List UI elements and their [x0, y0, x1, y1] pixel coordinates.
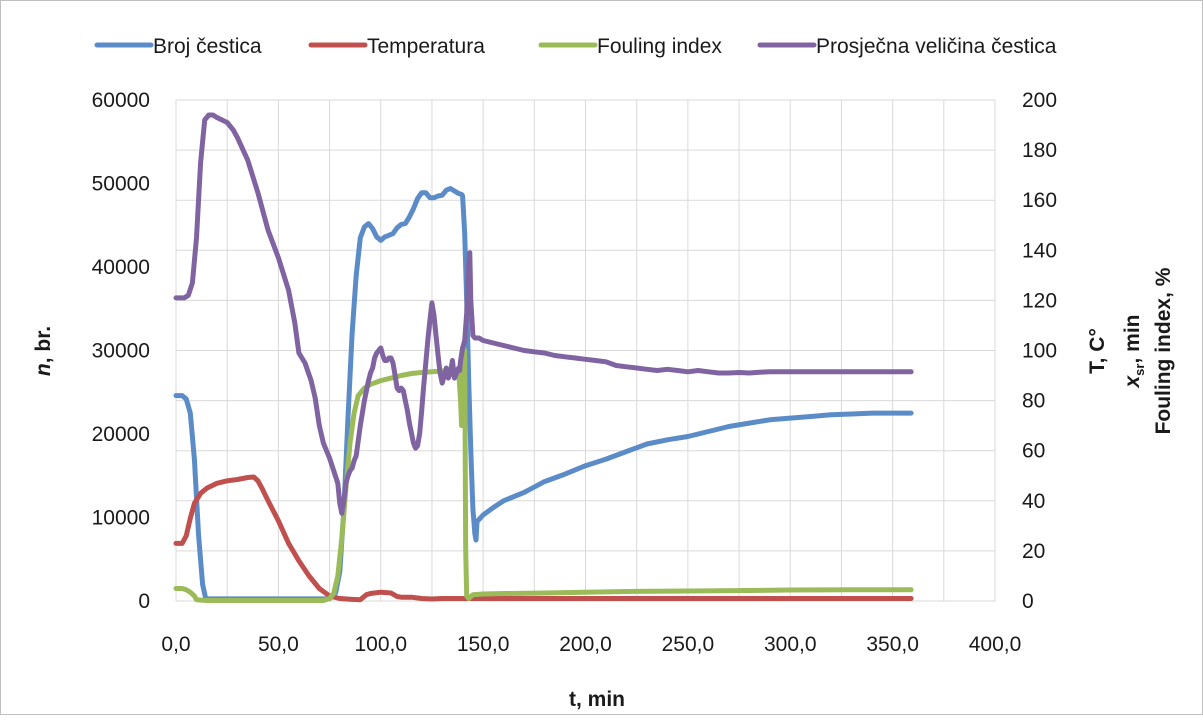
x-tick-label: 50,0 [258, 633, 299, 656]
y-right-title-subscript: sr [1132, 364, 1147, 376]
y-left-tick-label: 50000 [92, 173, 150, 196]
y-left-tick-label: 60000 [92, 89, 150, 112]
y-left-tick-label: 0 [138, 590, 150, 613]
y-right-title-line3: Fouling index, % [1152, 267, 1175, 434]
y-right-tick-label: 160 [1022, 189, 1057, 212]
legend-label-3: Fouling index [597, 35, 722, 58]
y-right-title-line1: T, C° [1086, 328, 1109, 374]
legend: Broj čestica Temperatura Fouling index Pros… [94, 35, 1057, 58]
y-right-tick-label: 140 [1022, 239, 1057, 262]
y-right-tick-label: 20 [1022, 540, 1045, 563]
x-tick-label: 150,0 [457, 633, 510, 656]
y-right-tick-label: 40 [1022, 490, 1045, 513]
y-right-tick-label: 0 [1022, 590, 1034, 613]
series-line-4 [173, 112, 914, 516]
y-right-tick-label: 80 [1022, 390, 1045, 413]
y-left-tick-label: 20000 [92, 423, 150, 446]
x-tick-label: 100,0 [354, 633, 407, 656]
y-left-tick-label: 10000 [92, 507, 150, 530]
x-tick-label: 250,0 [662, 633, 715, 656]
legend-label-2: Temperatura [367, 35, 485, 58]
x-axis-title: t, min [569, 688, 625, 711]
x-tick-label: 350,0 [866, 633, 919, 656]
x-tick-label: 200,0 [559, 633, 612, 656]
y-right-tick-label: 200 [1022, 89, 1057, 112]
y-left-axis-title: n, br. [32, 326, 55, 376]
y-right-tick-label: 120 [1022, 289, 1057, 312]
y-left-tick-label: 40000 [92, 256, 150, 279]
y-right-title-var: x [1121, 375, 1144, 389]
x-tick-label: 0,0 [161, 633, 190, 656]
series-line-3 [173, 345, 914, 603]
y-right-title-line2: xsr, min [1121, 315, 1147, 389]
x-tick-label: 400,0 [969, 633, 1022, 656]
y-right-tick-label: 100 [1022, 340, 1057, 363]
x-tick-label: 300,0 [764, 633, 817, 656]
axes: 0,0 50,0 100,0 150,0 200,0 250,0 300,0 350,0 400… [92, 89, 1057, 656]
y-left-tick-label: 30000 [92, 340, 150, 363]
legend-label-1: Broj čestica [153, 35, 262, 58]
y-right-tick-label: 180 [1022, 139, 1057, 162]
y-right-tick-label: 60 [1022, 440, 1045, 463]
series-line-2 [173, 474, 914, 603]
y-left-title-var: n [32, 363, 55, 376]
y-left-title-rest: , br. [32, 326, 55, 363]
legend-label-4: Prosječna veličina čestica [816, 35, 1057, 58]
y-right-title-rest: , min [1121, 315, 1144, 364]
series-lines [173, 112, 914, 603]
